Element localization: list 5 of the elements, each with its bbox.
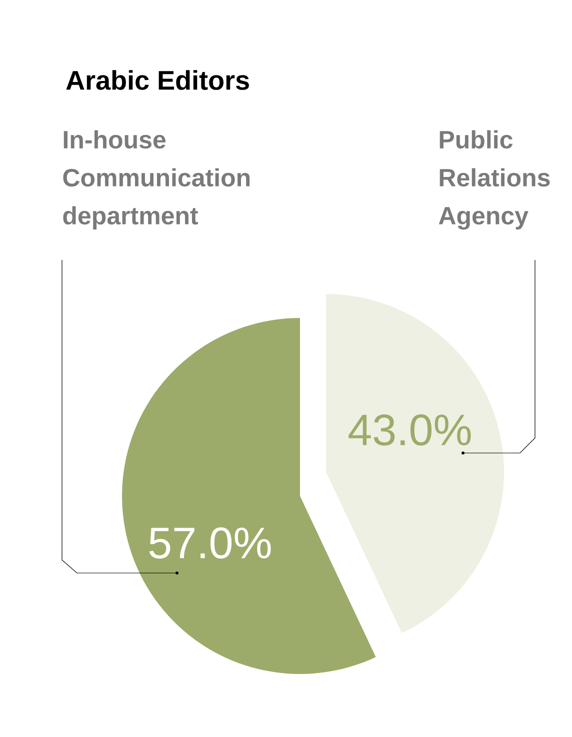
slice-label: In-house Communication department xyxy=(63,130,250,230)
chart-title: Arabic Editors xyxy=(66,70,249,90)
data-label: 57.0% xyxy=(149,527,271,559)
data-label: 43.0% xyxy=(348,414,471,446)
slice-label: Public Relations Agency xyxy=(438,130,550,230)
